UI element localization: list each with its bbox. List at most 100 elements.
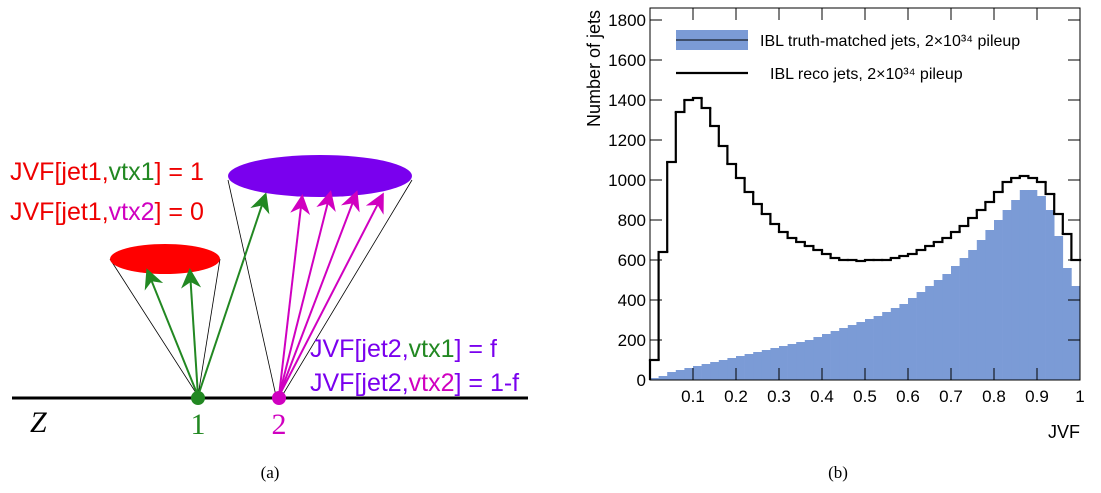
x-tick-label: 0.7 xyxy=(939,387,963,406)
y-tick-label: 0 xyxy=(637,371,646,390)
jet2-labels: JVF[jet2,vtx1] = f JVF[jet2,vtx2] = 1-f xyxy=(310,335,519,397)
cone-edge xyxy=(227,179,277,397)
histogram-bar xyxy=(1045,210,1055,380)
label-part: JVF[jet2, xyxy=(310,369,409,397)
histogram-bar xyxy=(796,342,806,380)
histogram-bar xyxy=(925,286,935,380)
histogram-bar xyxy=(985,230,995,380)
histogram-bar xyxy=(959,258,969,380)
cone-edge xyxy=(197,258,221,397)
vertex-label: 2 xyxy=(272,408,287,441)
histogram-bar xyxy=(882,312,892,380)
track-arrow xyxy=(197,192,270,397)
y-tick-label: 1000 xyxy=(608,171,646,190)
histogram-bar xyxy=(951,266,960,380)
legend-label: IBL reco jets, 2×10³⁴ pileup xyxy=(770,66,963,83)
histogram-bar xyxy=(890,308,900,380)
histogram-bar xyxy=(839,328,849,380)
histogram-bar xyxy=(933,280,943,380)
label-part: JVF[jet1, xyxy=(10,158,109,186)
histogram-bar xyxy=(770,348,780,380)
histogram-bar xyxy=(804,340,814,380)
label-part: vtx1 xyxy=(409,335,455,363)
y-tick-label: 1800 xyxy=(608,11,646,30)
histogram-bar xyxy=(1028,190,1038,380)
histogram-bar xyxy=(942,274,952,380)
histogram-bar xyxy=(779,346,788,380)
histogram-bar xyxy=(1002,210,1012,380)
histogram-bar xyxy=(650,378,659,380)
track-arrow xyxy=(278,190,336,397)
y-tick-label: 200 xyxy=(618,331,646,350)
label-part: vtx2 xyxy=(409,369,455,397)
x-axis-label: JVF xyxy=(1048,422,1080,442)
histogram-bar xyxy=(710,362,720,380)
histogram-plot: 0 200 400 600 800 1000 1200 1400 1600 1800 0.1 0.2 0… xyxy=(584,7,1085,442)
legend-label: IBL truth-matched jets, 2×10³⁴ pileup xyxy=(760,33,1020,50)
caption: (b) xyxy=(828,463,848,482)
track-arrow xyxy=(181,268,202,397)
histogram-bar xyxy=(693,366,702,380)
histogram-bar xyxy=(899,304,909,380)
label-part: ] = f xyxy=(455,335,497,363)
histogram-bar xyxy=(813,337,823,380)
vertex-2 xyxy=(272,391,286,405)
histogram-bar xyxy=(847,325,857,380)
histogram-bar xyxy=(976,240,986,380)
histogram-bar xyxy=(718,360,728,380)
histogram-bar xyxy=(753,352,763,380)
jet1-labels: JVF[jet1,vtx1] = 1 JVF[jet1,vtx2] = 0 xyxy=(10,158,204,226)
label-part: vtx2 xyxy=(109,198,155,226)
label-part: ] = 1-f xyxy=(455,369,520,397)
histogram-bar xyxy=(908,298,917,380)
x-tick-label: 0.4 xyxy=(810,387,834,406)
track-arrow xyxy=(278,190,360,397)
histogram-bar xyxy=(1011,200,1021,380)
histogram-bar xyxy=(830,331,840,380)
histogram-bar xyxy=(1062,268,1072,380)
y-tick-label: 600 xyxy=(618,251,646,270)
track-arrows-vtx2 xyxy=(278,190,384,397)
jet2-cone xyxy=(228,155,412,197)
histogram-bar xyxy=(1019,190,1029,380)
y-tick-label: 1600 xyxy=(608,51,646,70)
histogram-bar xyxy=(865,319,874,380)
histogram-bar xyxy=(1037,196,1046,380)
histogram-bar xyxy=(744,354,754,380)
histogram-bar xyxy=(787,344,797,380)
vertex-1 xyxy=(191,391,205,405)
histogram-bar xyxy=(761,350,771,380)
x-tick-label: 0.9 xyxy=(1025,387,1049,406)
caption: (a) xyxy=(261,463,280,482)
jvf-label: JVF[jet2,vtx1] = f xyxy=(310,335,497,363)
x-tick-label: 0.2 xyxy=(724,387,748,406)
track-arrows-vtx1 xyxy=(144,192,270,397)
x-tick-label: 0.5 xyxy=(853,387,877,406)
cone-edge xyxy=(281,179,413,397)
histogram-bar xyxy=(684,368,694,380)
diagram: JVF[jet1,vtx1] = 1 JVF[jet1,vtx2] = 0 JV… xyxy=(10,155,528,441)
jvf-label: JVF[jet1,vtx1] = 1 xyxy=(10,158,204,186)
histogram-bar xyxy=(736,356,745,380)
histogram-bar xyxy=(856,322,866,380)
x-tick-label: 1 xyxy=(1075,387,1084,406)
histogram-bar xyxy=(1071,286,1081,380)
jvf-label: JVF[jet2,vtx2] = 1-f xyxy=(310,369,519,397)
histogram-bar xyxy=(994,220,1003,380)
jet1-cone xyxy=(110,244,220,274)
y-tick-label: 400 xyxy=(618,291,646,310)
cone-edge xyxy=(109,258,199,397)
x-tick-label: 0.6 xyxy=(896,387,920,406)
track-arrow xyxy=(278,192,384,397)
histogram-bar xyxy=(667,372,677,380)
x-tick-label: 0.3 xyxy=(767,387,791,406)
label-part: ] = 0 xyxy=(155,198,204,226)
label-part: vtx1 xyxy=(109,158,155,186)
histogram-bar xyxy=(658,376,668,380)
vertex-label: 1 xyxy=(191,408,206,441)
histogram-bar xyxy=(968,250,978,380)
histogram-bar xyxy=(822,334,831,380)
jvf-label: JVF[jet1,vtx2] = 0 xyxy=(10,198,204,226)
track-arrow xyxy=(278,194,311,397)
